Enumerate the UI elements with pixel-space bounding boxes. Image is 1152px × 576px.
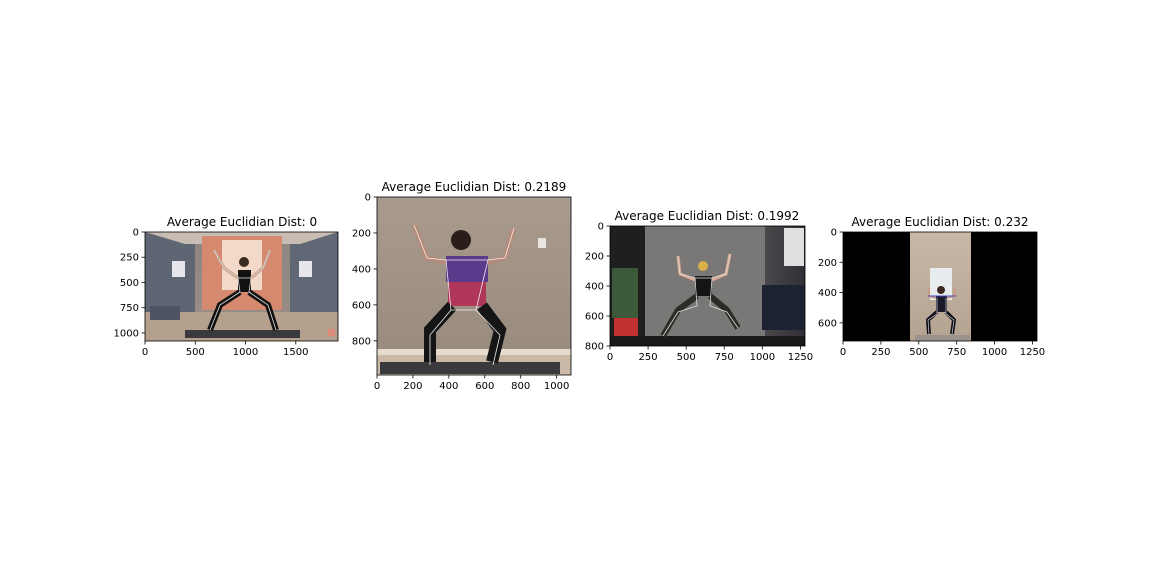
panel-3-xtick-label: 1000 bbox=[750, 352, 775, 363]
panel-1-xtick-label: 1500 bbox=[283, 347, 308, 358]
panel-4-xtick-label: 250 bbox=[871, 347, 890, 358]
panel-3-xtick-label: 500 bbox=[677, 352, 696, 363]
panel-1-xtick-label: 500 bbox=[186, 347, 205, 358]
panel-4: Average Euclidian Dist: 0.232 bbox=[842, 215, 1038, 342]
panel-3-ytick-label: 400 bbox=[585, 282, 604, 293]
panel-3-image bbox=[610, 226, 805, 346]
panel-3: Average Euclidian Dist: 0.1992 bbox=[609, 209, 806, 347]
panel-4-xtick-label: 500 bbox=[909, 347, 928, 358]
panel-1-ytick-label: 500 bbox=[120, 278, 139, 289]
panel-2-axes-frame bbox=[376, 196, 572, 376]
panel-1-ytick-label: 250 bbox=[120, 253, 139, 264]
panel-1-axes: 0 500 1000 1500 0 250 500 750 1000 bbox=[114, 228, 309, 359]
panel-3-ytick-label: 600 bbox=[585, 312, 604, 323]
panel-2-xtick-label: 400 bbox=[439, 381, 458, 392]
panel-3-xtick-label: 0 bbox=[607, 352, 613, 363]
panel-4-axes: 0 250 500 750 1000 1250 0 200 400 600 bbox=[818, 228, 1045, 359]
panel-3-title: Average Euclidian Dist: 0.1992 bbox=[615, 209, 800, 223]
panel-4-xtick-label: 0 bbox=[840, 347, 846, 358]
panel-1-title: Average Euclidian Dist: 0 bbox=[167, 215, 317, 229]
panel-1-ytick-label: 750 bbox=[120, 303, 139, 314]
panel-4-ytick-label: 0 bbox=[831, 228, 837, 239]
panel-1-ytick-label: 1000 bbox=[114, 328, 139, 339]
panel-3-ytick-label: 200 bbox=[585, 252, 604, 263]
panel-2-xtick-label: 800 bbox=[511, 381, 530, 392]
panel-1-xtick-label: 0 bbox=[142, 347, 148, 358]
panel-2-ytick-label: 200 bbox=[352, 228, 371, 239]
panel-4-ytick-label: 400 bbox=[818, 288, 837, 299]
panel-3-xtick-label: 250 bbox=[639, 352, 658, 363]
panel-2-xtick-label: 0 bbox=[374, 381, 380, 392]
panel-4-xtick-label: 1250 bbox=[1020, 347, 1045, 358]
panel-4-title: Average Euclidian Dist: 0.232 bbox=[851, 215, 1028, 229]
panel-4-ytick-label: 200 bbox=[818, 258, 837, 269]
panel-2-ytick-label: 0 bbox=[365, 193, 371, 204]
panel-4-xtick-label: 750 bbox=[947, 347, 966, 358]
panel-4-image bbox=[843, 232, 1037, 341]
panel-3-ytick-label: 0 bbox=[598, 222, 604, 233]
panel-1: Average Euclidian Dist: 0 bbox=[144, 215, 339, 342]
panel-2-xtick-label: 600 bbox=[475, 381, 494, 392]
panel-3-xtick-label: 750 bbox=[715, 352, 734, 363]
panel-1-image bbox=[145, 232, 338, 341]
panel-3-xtick-label: 1250 bbox=[788, 352, 813, 363]
panel-1-axes-frame bbox=[144, 231, 339, 342]
panel-2: Average Euclidian Dist: 0.2189 bbox=[376, 180, 572, 376]
panel-4-xtick-label: 1000 bbox=[982, 347, 1007, 358]
panel-4-ytick-label: 600 bbox=[818, 318, 837, 329]
panel-3-axes: 0 250 500 750 1000 1250 0 200 400 600 800 bbox=[585, 222, 813, 364]
panel-2-ytick-label: 600 bbox=[352, 300, 371, 311]
panel-2-xtick-label: 200 bbox=[403, 381, 422, 392]
panel-2-axes: 0 200 400 600 800 1000 0 200 400 600 800 bbox=[352, 193, 569, 393]
panel-2-image bbox=[377, 197, 571, 375]
panel-2-xtick-label: 1000 bbox=[544, 381, 569, 392]
panel-2-ytick-label: 400 bbox=[352, 264, 371, 275]
panel-2-ytick-label: 800 bbox=[352, 336, 371, 347]
panel-3-ytick-label: 800 bbox=[585, 342, 604, 353]
panel-2-title: Average Euclidian Dist: 0.2189 bbox=[382, 180, 567, 194]
panel-4-axes-frame bbox=[842, 231, 1038, 342]
panel-1-xtick-label: 1000 bbox=[233, 347, 258, 358]
panel-1-ytick-label: 0 bbox=[133, 228, 139, 239]
